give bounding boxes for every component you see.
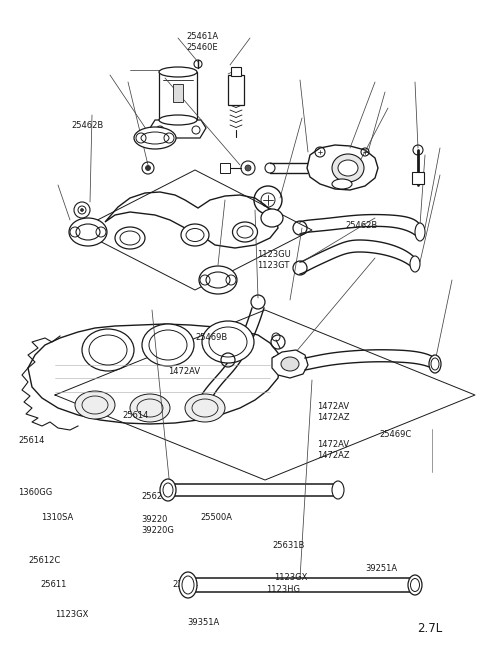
Ellipse shape <box>332 481 344 499</box>
Ellipse shape <box>232 222 257 242</box>
Text: 25611: 25611 <box>41 580 67 590</box>
Text: 1123GX: 1123GX <box>274 573 307 582</box>
Text: 1360GG: 1360GG <box>18 488 52 497</box>
Text: 25614: 25614 <box>122 411 149 421</box>
Text: 25460E: 25460E <box>186 43 218 52</box>
Text: 39220: 39220 <box>142 515 168 524</box>
Ellipse shape <box>142 324 194 366</box>
Ellipse shape <box>115 227 145 249</box>
Text: 39351A: 39351A <box>187 618 219 627</box>
Text: 25612C: 25612C <box>29 555 61 565</box>
Bar <box>228 75 244 105</box>
Circle shape <box>81 208 84 212</box>
Ellipse shape <box>415 223 425 241</box>
Text: 39220G: 39220G <box>142 526 174 535</box>
Bar <box>220 163 230 173</box>
Text: 1472AZ: 1472AZ <box>317 451 349 460</box>
Ellipse shape <box>338 160 358 176</box>
Text: 25462B: 25462B <box>346 221 378 231</box>
Text: 25500A: 25500A <box>201 513 233 522</box>
Ellipse shape <box>332 154 364 182</box>
Polygon shape <box>307 145 378 190</box>
Polygon shape <box>105 192 278 248</box>
Text: 25469B: 25469B <box>196 333 228 343</box>
Bar <box>412 172 424 184</box>
Ellipse shape <box>75 391 115 419</box>
Text: 1123GU: 1123GU <box>257 250 290 259</box>
Text: 1472AV: 1472AV <box>317 402 349 411</box>
Text: 1472AV: 1472AV <box>317 440 349 449</box>
Text: 1472AV: 1472AV <box>271 356 303 365</box>
Polygon shape <box>28 324 280 424</box>
Ellipse shape <box>261 209 283 227</box>
Ellipse shape <box>281 357 299 371</box>
Ellipse shape <box>179 572 197 598</box>
Ellipse shape <box>159 115 197 125</box>
Text: 1310SA: 1310SA <box>41 513 73 522</box>
Ellipse shape <box>181 224 209 246</box>
Ellipse shape <box>332 179 352 189</box>
Ellipse shape <box>130 394 170 422</box>
Text: 25631B: 25631B <box>272 541 304 550</box>
Ellipse shape <box>134 127 176 149</box>
Text: 1123GX: 1123GX <box>55 610 89 619</box>
Ellipse shape <box>82 329 134 371</box>
Text: 1472AZ: 1472AZ <box>317 413 349 422</box>
Text: 22444: 22444 <box>173 580 199 590</box>
Ellipse shape <box>185 394 225 422</box>
Polygon shape <box>150 120 206 138</box>
Circle shape <box>245 165 251 171</box>
Text: 25461A: 25461A <box>186 31 218 41</box>
Text: 25614: 25614 <box>18 436 45 445</box>
Text: 25462B: 25462B <box>71 121 103 130</box>
Ellipse shape <box>160 479 176 501</box>
Text: 1123HG: 1123HG <box>266 585 300 594</box>
Ellipse shape <box>410 256 420 272</box>
Ellipse shape <box>202 321 254 363</box>
Circle shape <box>145 166 151 170</box>
Bar <box>231 67 241 76</box>
Text: 25469C: 25469C <box>379 430 411 439</box>
Ellipse shape <box>199 266 237 294</box>
Text: 1123GT: 1123GT <box>257 261 289 270</box>
Bar <box>173 84 183 102</box>
Ellipse shape <box>429 355 441 373</box>
Ellipse shape <box>408 575 422 595</box>
Text: 39251A: 39251A <box>366 564 398 573</box>
Text: 2.7L: 2.7L <box>418 622 443 635</box>
Text: 25620A: 25620A <box>142 492 174 501</box>
Text: 1472AV: 1472AV <box>168 367 200 376</box>
Ellipse shape <box>69 218 107 246</box>
Ellipse shape <box>159 67 197 77</box>
Polygon shape <box>272 350 308 378</box>
